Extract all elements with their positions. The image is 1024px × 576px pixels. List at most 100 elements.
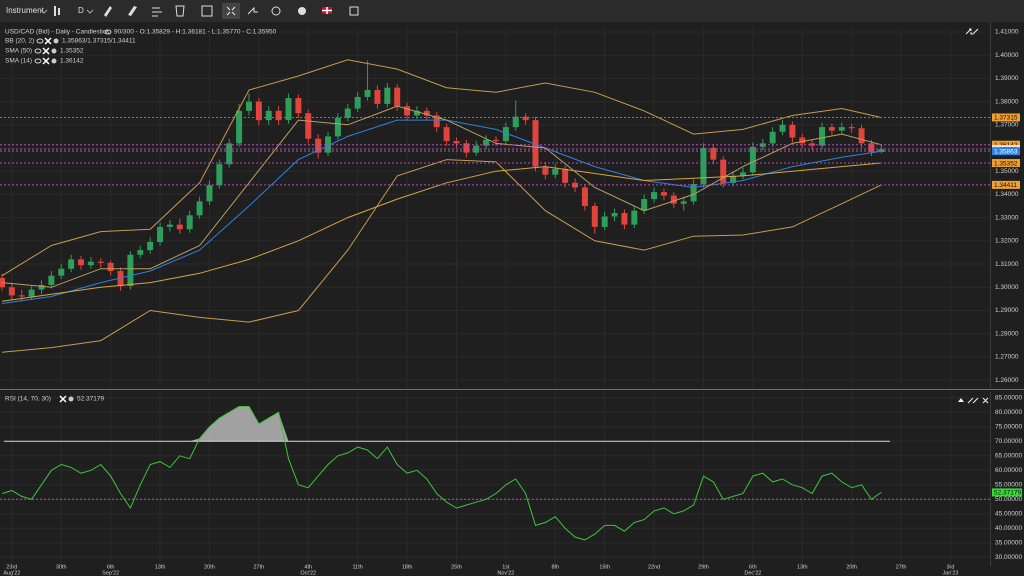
settings-icon[interactable] [51, 48, 57, 54]
visibility-icon[interactable] [34, 48, 42, 54]
pane-maximize-icon[interactable] [967, 397, 979, 404]
settings-icon[interactable] [53, 38, 59, 44]
price-tag [992, 147, 1020, 156]
x-tick-label: 13th [155, 564, 166, 570]
candle-body [87, 261, 94, 266]
price-tag [992, 140, 1020, 149]
delete-icon[interactable] [175, 5, 185, 17]
candle-body [394, 87, 401, 107]
y-tick-label: 45.00000 [995, 511, 1022, 518]
candle-body [591, 206, 598, 227]
x-tick-sublabel: Nov'22 [497, 570, 514, 576]
period-button[interactable]: D [78, 6, 84, 15]
settings-icon[interactable] [68, 396, 74, 402]
y-tick-label: 1.35000 [995, 168, 1019, 175]
rsi-line [1, 406, 882, 541]
indicator-value: 1.35352 [60, 48, 84, 55]
y-tick-label: 1.28000 [995, 330, 1019, 337]
language-flag-cross [322, 7, 332, 14]
layout-icon[interactable] [201, 5, 213, 17]
candle-body [542, 166, 549, 175]
candle-body [779, 124, 786, 132]
candle-body [285, 98, 292, 121]
indicator-name: BB (20, 2) [5, 38, 34, 45]
draw-tool-icon[interactable] [104, 6, 112, 17]
visibility-icon[interactable] [36, 38, 44, 44]
candle-body [819, 127, 826, 146]
settings-icon[interactable] [271, 6, 281, 16]
share-icon[interactable] [247, 6, 258, 15]
chart-type-icon[interactable] [54, 6, 56, 16]
indicator-icon[interactable] [152, 7, 162, 17]
candle-body [660, 192, 667, 196]
candle-body [176, 224, 183, 230]
chart-title: RSI (14, 70, 30) [5, 396, 51, 403]
candle-body [502, 127, 509, 142]
candle-body [137, 250, 144, 255]
pane-close-icon[interactable] [982, 397, 989, 404]
price-tag-label: 1.35863 [994, 148, 1018, 155]
price-tag [992, 159, 1020, 168]
candle-body [581, 187, 588, 207]
candle-body [730, 175, 737, 183]
x-tick-label: 15th [599, 564, 610, 570]
candle-body [344, 108, 351, 118]
pencil-icon[interactable] [128, 6, 137, 16]
x-tick-label: 8th [551, 564, 559, 570]
pane-up-icon[interactable] [958, 398, 964, 402]
y-tick-label: 1.41000 [995, 29, 1019, 36]
remove-icon[interactable] [59, 395, 67, 403]
instrument-button[interactable]: Instrument [6, 6, 45, 15]
y-tick-label: 55.00000 [995, 482, 1022, 489]
candle-body [97, 261, 104, 263]
chart-title: USD/CAD (Bid) - Daily - Candlestick [5, 29, 110, 36]
pane-maximize-icon[interactable] [965, 28, 979, 35]
x-tick-label: 22nd [648, 564, 660, 570]
candle-body [147, 242, 154, 251]
price-pane: 1.26000 1.27000 1.28000 1.29000 1.30000 1.310… [0, 22, 1020, 388]
y-tick-label: 1.34000 [995, 191, 1019, 198]
candle-body [552, 168, 559, 175]
fullscreen-button[interactable] [222, 3, 240, 19]
chart-type-icon-part [58, 8, 60, 15]
x-tick-label: 1st [502, 564, 510, 570]
theme-icon[interactable] [298, 7, 306, 15]
settings-icon[interactable] [51, 58, 57, 64]
x-tick-label: 11th [353, 564, 363, 570]
price-tag-label: 1.37315 [994, 115, 1018, 122]
candle-body [601, 216, 608, 227]
candle-body [364, 89, 371, 97]
fullscreen-icon [226, 6, 236, 16]
candle-body [838, 127, 845, 131]
remove-icon[interactable] [42, 47, 50, 55]
price-tag-label: 1.34411 [994, 182, 1017, 189]
price-tag [992, 180, 1020, 189]
x-tick-label: 27th [896, 564, 907, 570]
candle-body [631, 210, 638, 225]
candle-body [759, 143, 766, 147]
candle-body [166, 224, 173, 227]
candle-body [670, 195, 677, 204]
indicator-value: 1.35863/1.37315/1.34411 [62, 38, 136, 45]
y-tick-label: 1.32000 [995, 238, 1019, 245]
y-tick-label: 1.37000 [995, 122, 1019, 129]
x-tick-sublabel: Sep'22 [102, 570, 119, 576]
visibility-icon[interactable] [34, 58, 42, 64]
candle-body [48, 275, 55, 285]
candle-body [483, 139, 490, 146]
rsi-pane: 30.00000 35.00000 40.00000 45.00000 50.00000… [0, 392, 1022, 576]
candle-body [245, 101, 252, 111]
popout-icon[interactable] [349, 6, 359, 16]
candle-body [572, 182, 579, 188]
candle-body [799, 137, 806, 144]
remove-icon[interactable] [44, 37, 52, 45]
y-tick-label: 1.29000 [995, 307, 1019, 314]
candle-body [522, 116, 529, 121]
visibility-icon[interactable] [104, 29, 112, 35]
candle-body [374, 89, 381, 104]
remove-icon[interactable] [42, 57, 50, 65]
candle-body [443, 127, 450, 142]
candle-body [453, 141, 460, 144]
indicator-line [1, 159, 882, 353]
